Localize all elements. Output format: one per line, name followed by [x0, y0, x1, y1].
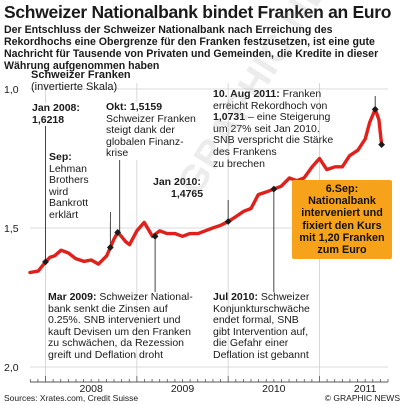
annotation-mar-line: zu schwächen, da Rezession	[48, 337, 184, 350]
y-axis: 1,0 1,5 2,0	[4, 84, 19, 374]
annotation-aug-2011: 10. Aug 2011: Franken erreicht Rekordhoc…	[212, 88, 364, 170]
annotation-sep-head: Sep:	[49, 151, 72, 163]
x-tick-label: 2008	[80, 383, 104, 395]
annotation-mar-line: kauft Devisen um den Franken	[48, 325, 191, 338]
axis-note-line2: (invertierte Skala)	[31, 81, 118, 93]
callout-line: interveniert und	[301, 207, 383, 220]
annotation-okt-line: steigt dank der	[106, 124, 175, 137]
x-tick-label: 2011	[354, 383, 377, 395]
x-axis: 2008 2009 2010 2011	[29, 376, 389, 395]
y-tick-label: 1,0	[4, 84, 19, 96]
event-marker	[270, 185, 278, 193]
annotation-aug-head: 10. Aug 2011:	[213, 88, 280, 100]
event-marker	[42, 258, 49, 266]
annotation-mar-2009: Mar 2009: Schweizer National- bank senkt…	[47, 291, 205, 362]
y-tick-label: 1,5	[4, 223, 19, 235]
annotation-jan-2010-head: Jan 2010:	[153, 176, 201, 188]
annotation-jul-line: Schweizer	[260, 291, 310, 303]
event-marker	[378, 141, 386, 148]
chart-title: Schweizer Nationalbank bindet Franken an…	[4, 2, 392, 22]
annotation-mar-line: 0.25%. SNB interveniert und	[48, 314, 181, 327]
annotation-jan-2008: Jan 2008: 1,6218	[31, 102, 81, 127]
series-line	[28, 107, 384, 275]
annotation-aug-text7: zu brechen	[213, 157, 265, 170]
annotation-okt-line: globalen Finanz-	[106, 135, 184, 148]
annotation-jan-2010: Jan 2010: 1,4765	[152, 176, 204, 200]
annotation-jan-2008-head: Jan 2008:	[32, 102, 80, 114]
marker-layer	[42, 105, 386, 266]
annotation-mar-head: Mar 2009:	[48, 291, 97, 303]
event-marker	[371, 105, 379, 113]
annotation-aug-text3: – eine Steigerung	[248, 111, 331, 124]
annotation-aug-text2: erreicht Rekordhoch von	[213, 99, 328, 112]
annotation-aug-text1: Franken	[282, 88, 322, 100]
annotation-okt-2008: Okt: 1,5159 Schweizer Franken steigt dan…	[105, 101, 202, 160]
annotation-jul-line: Konjunkturschwäche	[213, 302, 310, 315]
event-marker	[151, 232, 159, 240]
annotation-aug-text6: des Frankens	[213, 145, 277, 158]
source-note: Sources: Xrates.com, Credit Suisse	[4, 393, 139, 403]
annotation-mar-line: Schweizer National-	[99, 291, 193, 303]
callout-line: zum Euro	[317, 244, 367, 257]
callout-line: fixiert den Kurs	[302, 219, 382, 232]
annotation-jul-line: Deflation ist gebannt	[213, 348, 309, 361]
axis-note: Schweizer Franken (invertierte Skala)	[30, 69, 132, 93]
annotation-okt-line: Schweizer Franken	[106, 112, 196, 125]
y-tick-label: 2,0	[4, 362, 19, 374]
x-tick-label: 2010	[262, 383, 286, 395]
annotation-aug-text4: um 27% seit Jan 2010.	[213, 122, 320, 135]
series-layer	[28, 107, 384, 275]
annotation-mar-line: greift und Deflation droht	[48, 348, 163, 361]
credit-note: © GRAPHIC NEWS	[324, 393, 400, 403]
annotation-sep-line: Bankrott	[49, 197, 89, 210]
annotation-jul-line: endet formal, SNB	[213, 314, 299, 327]
annotation-sep-line: wird	[49, 185, 69, 198]
event-marker	[114, 229, 122, 236]
annotation-jul-line: gibt Intervention auf,	[213, 325, 309, 338]
event-marker	[224, 218, 232, 225]
annotation-mar-line: bank senkt die Zinsen auf	[48, 302, 168, 315]
chart-subtitle: Der Entschluss der Schweizer Nationalban…	[4, 24, 379, 72]
annotation-aug-value: 1,0731	[213, 111, 246, 124]
annotation-okt-line: krise	[106, 147, 129, 160]
annotation-jul-line: die Gefahr einer	[213, 337, 289, 350]
annotation-sep-line: erklärt	[49, 208, 79, 221]
annotation-jan-2010-value: 1,4765	[171, 187, 204, 200]
annotation-jan-2008-value: 1,6218	[32, 113, 65, 126]
annotation-sep-line: Brothers	[49, 174, 89, 187]
callout-line: Nationalbank	[308, 195, 376, 208]
annotation-aug-text5: SNB verspricht die Stärke	[213, 134, 334, 147]
callout-line: mit 1,20 Franken	[299, 231, 385, 244]
annotation-sep-line: Lehman	[49, 162, 87, 175]
annotation-jul-2010: Jul 2010: Schweizer Konjunkturschwäche e…	[212, 291, 314, 362]
annotation-sep-2008: Sep: Lehman Brothers wird Bankrott erklä…	[48, 151, 110, 222]
callout-head: 6.Sep:	[325, 183, 359, 195]
leader-lines	[45, 96, 376, 292]
annotation-jul-head: Jul 2010:	[213, 291, 258, 303]
x-tick-label: 2009	[171, 383, 195, 395]
event-marker	[106, 244, 114, 251]
annotation-okt-head: Okt: 1,5159	[106, 101, 163, 113]
axis-note-line1: Schweizer Franken	[31, 69, 131, 81]
callout-6-sep: 6.Sep: Nationalbank interveniert und fix…	[292, 180, 392, 260]
